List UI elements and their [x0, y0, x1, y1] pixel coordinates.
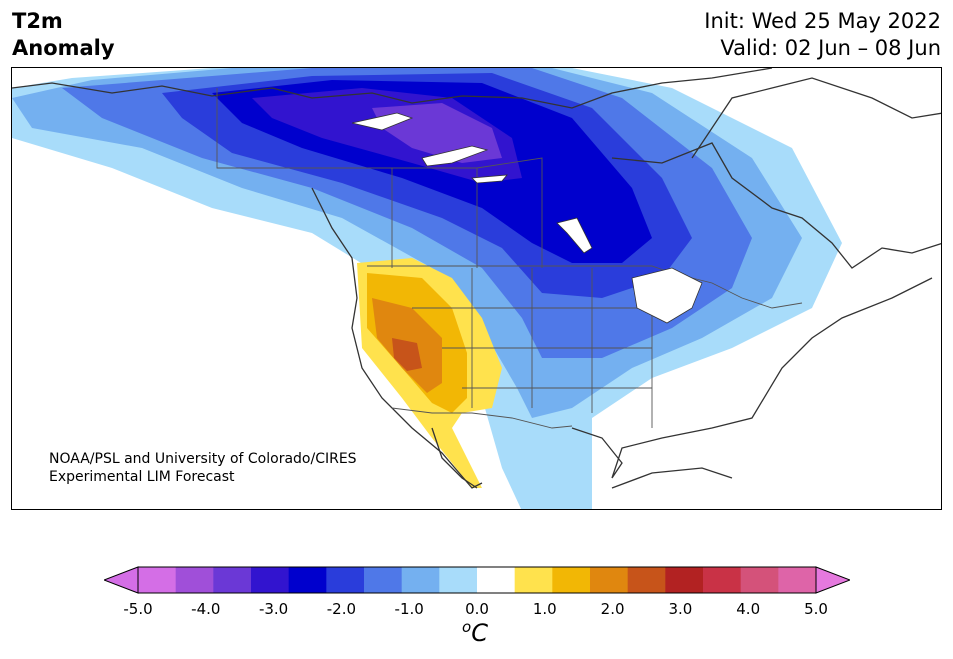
- colorbar-bin: [627, 567, 666, 593]
- colorbar-tick-label: -5.0: [123, 600, 153, 618]
- colorbar-bin: [401, 567, 440, 593]
- credit-line-2: Experimental LIM Forecast: [49, 469, 235, 485]
- colorbar-bin: [552, 567, 591, 593]
- colorbar-bins: [138, 567, 817, 593]
- colorbar-tick-label: 4.0: [736, 600, 761, 618]
- colorbar-outline: [137, 566, 817, 594]
- colorbar-tick-label: 2.0: [600, 600, 625, 618]
- colorbar-bin: [439, 567, 478, 593]
- colorbar-tick-label: 3.0: [668, 600, 693, 618]
- unit-base: C: [471, 619, 488, 647]
- colorbar-bin: [477, 567, 516, 593]
- colorbar-bin: [175, 567, 214, 593]
- colorbar-tick-label: -4.0: [191, 600, 221, 618]
- colorbar: [104, 566, 850, 594]
- colorbar-over-arrow: [815, 566, 850, 594]
- valid-period: Valid: 02 Jun – 08 Jun: [720, 36, 941, 60]
- colorbar-bin: [138, 567, 177, 593]
- colorbar-tick-label: 0.0: [465, 600, 489, 618]
- colorbar-bin: [326, 567, 365, 593]
- coastlines: [12, 68, 941, 489]
- colorbar-bin: [364, 567, 403, 593]
- colorbar-tick-label: -3.0: [258, 600, 289, 618]
- colorbar-bin: [288, 567, 327, 593]
- forecast-dates: Init: Wed 25 May 2022 Valid: 02 Jun – 08…: [704, 8, 941, 62]
- colorbar-under-arrow: [104, 566, 139, 594]
- unit-degree-sup: o: [462, 618, 472, 636]
- political-borders: [216, 88, 803, 429]
- anomaly-map: [11, 67, 942, 510]
- init-date: Init: Wed 25 May 2022: [704, 9, 941, 33]
- map-title: T2m Anomaly: [12, 8, 115, 62]
- map-canvas: [12, 68, 941, 509]
- colorbar-bin: [590, 567, 629, 593]
- colorbar-tick-label: -1.0: [394, 600, 424, 618]
- colorbar-bin: [213, 567, 252, 593]
- colorbar-tick-labels: -5.0 -4.0 -3.0 -2.0 -1.0 0.0 1.0 2.0 3.0 4.0 5.0: [0, 600, 953, 620]
- colorbar-bin: [703, 567, 742, 593]
- colorbar-bin: [251, 567, 290, 593]
- lakes: [351, 112, 703, 324]
- title-line-1: T2m: [12, 9, 63, 33]
- band-plus-2-0: [392, 338, 422, 371]
- title-line-2: Anomaly: [12, 36, 115, 60]
- colorbar-bin: [665, 567, 704, 593]
- credit-line-1: NOAA/PSL and University of Colorado/CIRE…: [49, 451, 357, 467]
- colorbar-unit: oC: [462, 618, 488, 647]
- anomaly-shading: [12, 68, 842, 509]
- colorbar-tick-label: 5.0: [804, 600, 828, 618]
- colorbar-bin: [778, 567, 817, 593]
- colorbar-tick-label: -2.0: [326, 600, 357, 618]
- credit-text: NOAA/PSL and University of Colorado/CIRE…: [49, 450, 357, 486]
- colorbar-bin: [514, 567, 553, 593]
- colorbar-tick-label: 1.0: [532, 600, 557, 618]
- colorbar-bin: [740, 567, 779, 593]
